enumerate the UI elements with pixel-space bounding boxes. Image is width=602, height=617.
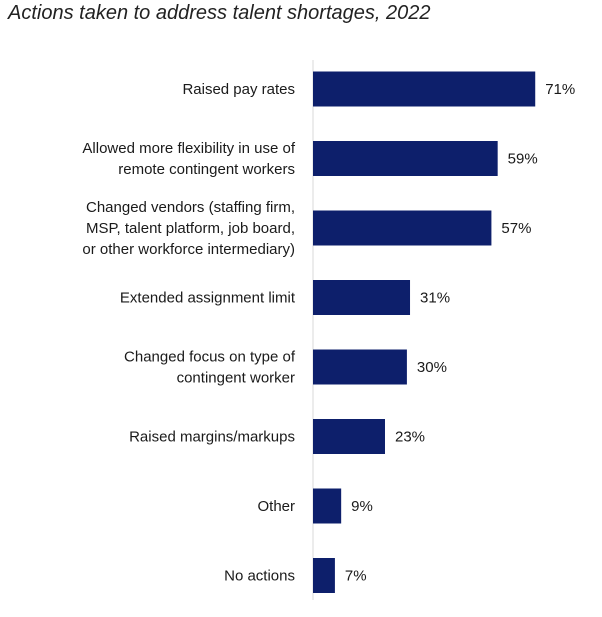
- value-labels-layer: 71% 59% 57% 31% 30% 23% 9% 7%: [345, 81, 575, 585]
- category-label-7: No actions: [224, 568, 295, 585]
- value-label-0: 71%: [545, 81, 575, 98]
- category-label-3: Extended assignment limit: [120, 290, 296, 307]
- category-label-line: Changed vendors (staffing firm,: [86, 199, 295, 216]
- bars-layer: [313, 71, 536, 593]
- category-label-line: Extended assignment limit: [120, 290, 296, 307]
- category-label-line: remote contingent workers: [118, 161, 295, 178]
- category-label-5: Raised margins/markups: [129, 429, 295, 446]
- value-label-4: 30%: [417, 359, 447, 376]
- bar-5: [313, 419, 385, 454]
- bar-0: [313, 71, 536, 107]
- category-label-line: Raised margins/markups: [129, 429, 295, 446]
- value-label-6: 9%: [351, 498, 373, 515]
- bar-3: [313, 280, 411, 315]
- category-label-6: Other: [257, 498, 295, 515]
- bar-2: [313, 210, 492, 246]
- category-label-line: Raised pay rates: [182, 81, 295, 98]
- value-label-7: 7%: [345, 568, 367, 585]
- category-label-line: or other workforce intermediary): [82, 241, 295, 258]
- category-label-line: contingent worker: [177, 370, 295, 387]
- value-label-2: 57%: [501, 220, 531, 237]
- category-label-1: Allowed more flexibility in use of remote…: [82, 140, 295, 178]
- category-labels-layer: Raised pay rates Allowed more flexibility…: [82, 81, 295, 585]
- bar-4: [313, 349, 407, 385]
- category-label-line: Allowed more flexibility in use of: [82, 140, 295, 157]
- category-label-line: Other: [257, 498, 295, 515]
- category-label-line: MSP, talent platform, job board,: [86, 220, 295, 237]
- category-label-2: Changed vendors (staffing firm, MSP, tale…: [82, 199, 295, 258]
- value-label-5: 23%: [395, 429, 425, 446]
- category-label-line: No actions: [224, 568, 295, 585]
- value-label-3: 31%: [420, 290, 450, 307]
- bar-6: [313, 488, 342, 524]
- value-label-1: 59%: [508, 151, 538, 168]
- category-label-4: Changed focus on type of contingent worke…: [124, 349, 296, 387]
- bar-1: [313, 141, 498, 176]
- chart-title: Actions taken to address talent shortage…: [8, 2, 431, 24]
- category-label-line: Changed focus on type of: [124, 349, 296, 366]
- bar-7: [313, 558, 335, 593]
- category-label-0: Raised pay rates: [182, 81, 295, 98]
